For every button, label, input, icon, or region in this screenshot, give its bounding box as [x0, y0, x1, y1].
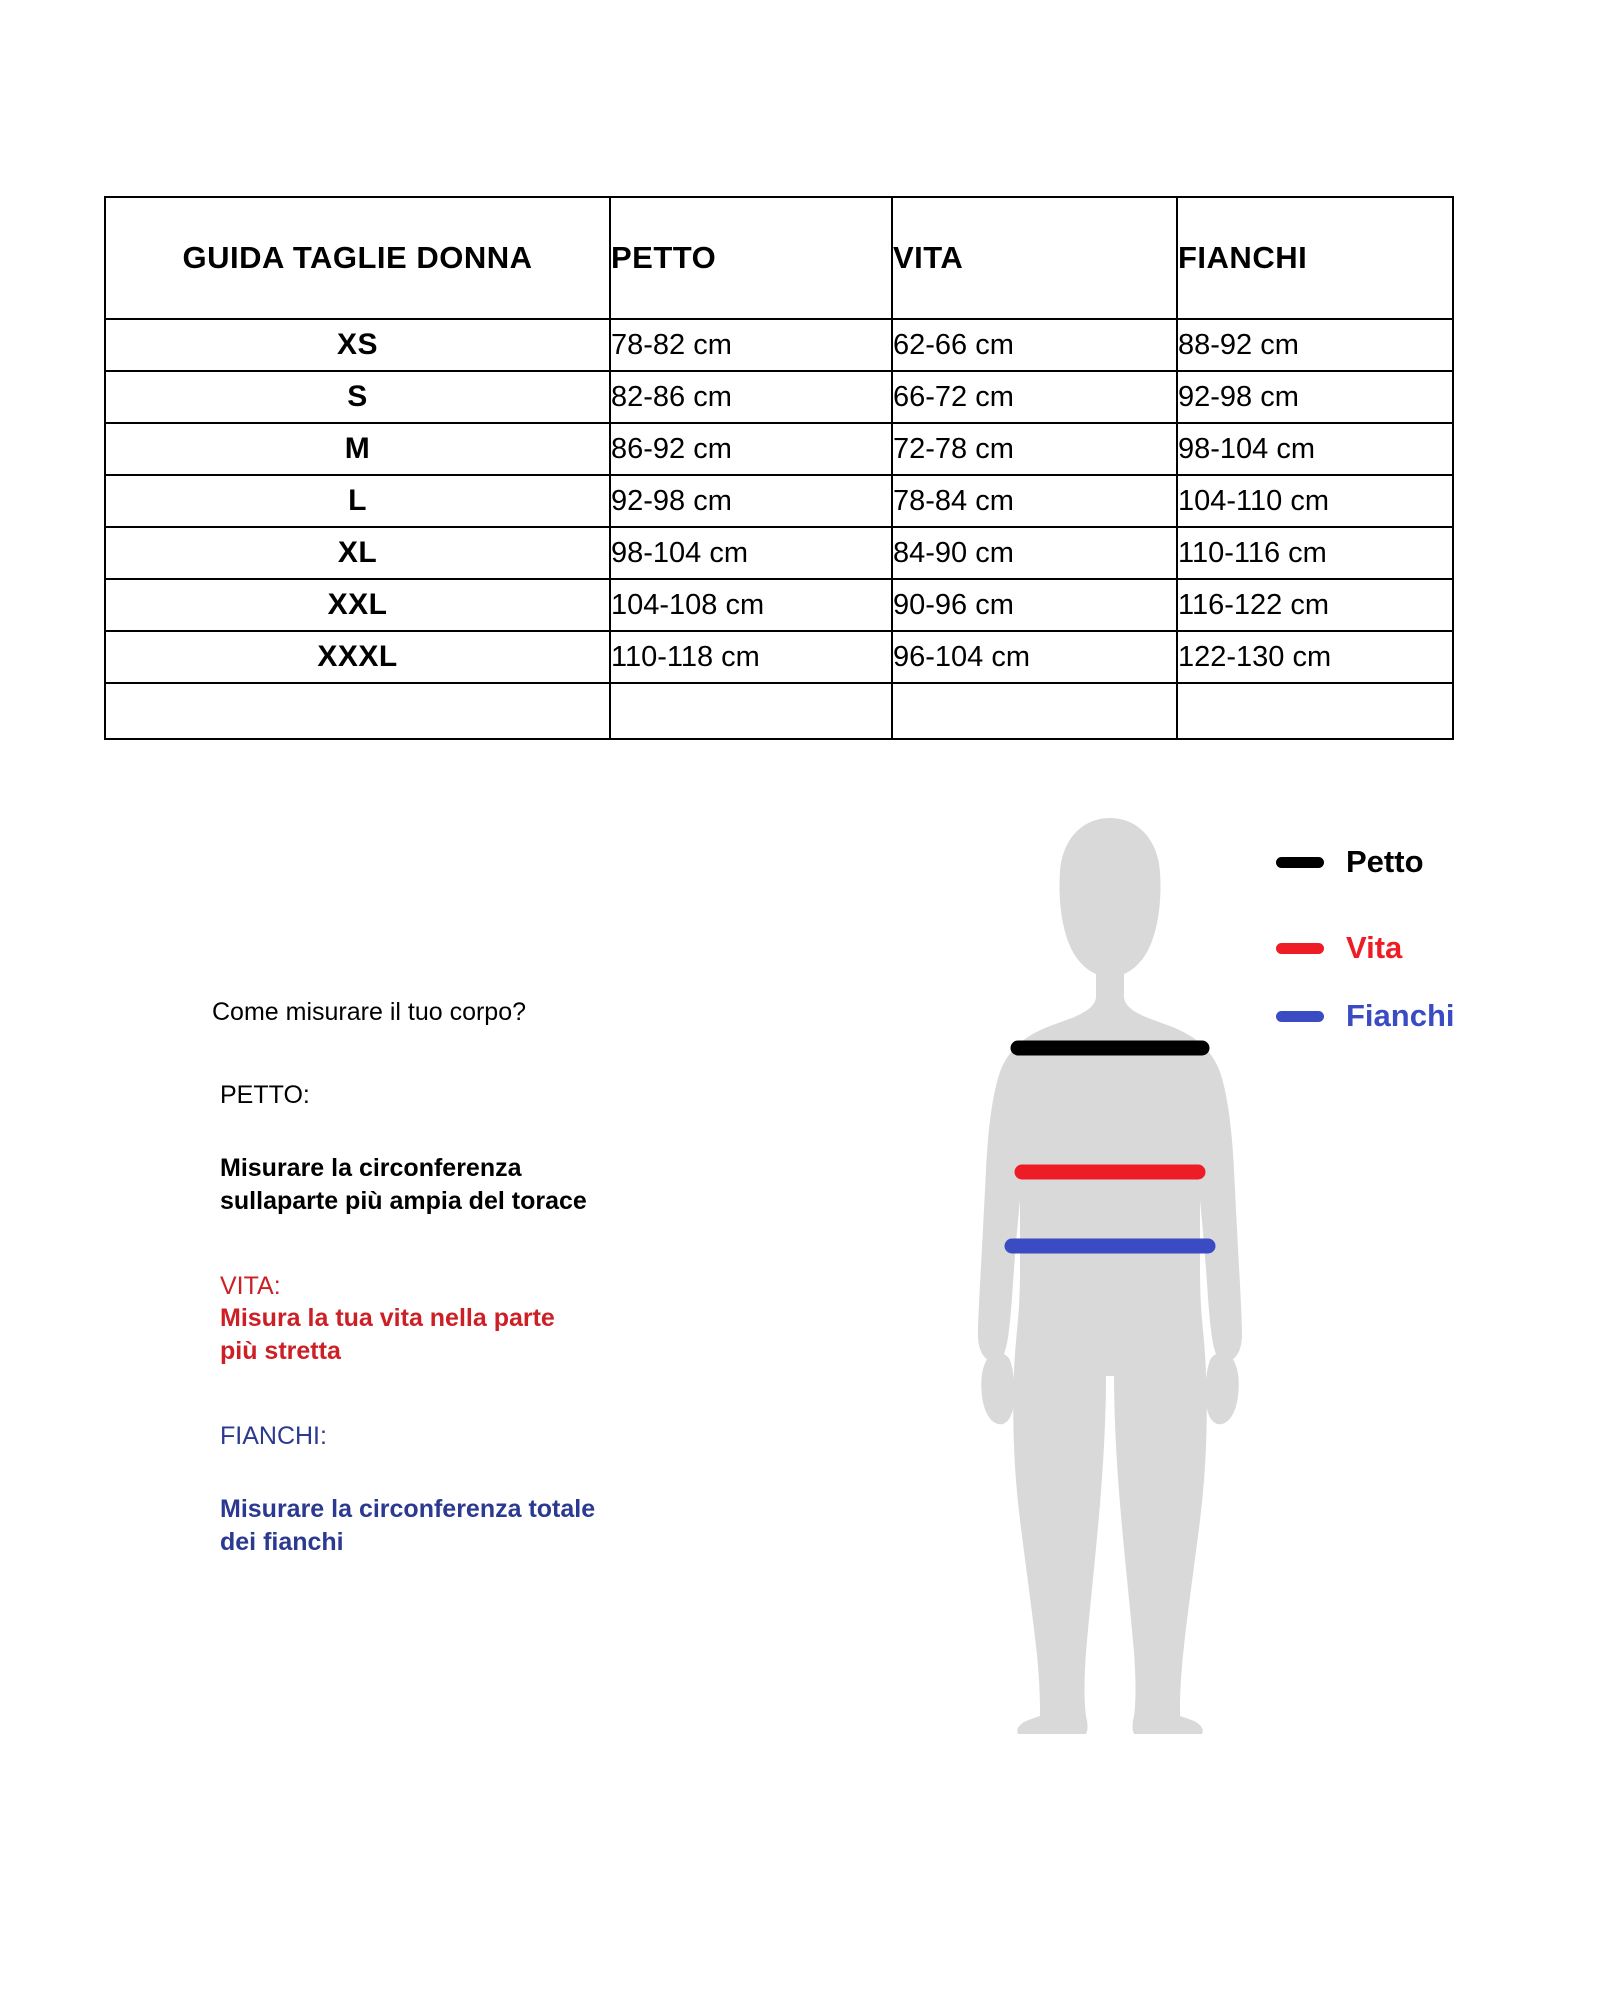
cell-waist: 78-84 cm [891, 474, 1178, 528]
size-chart-table: GUIDA TAGLIE DONNA PETTO VITA FIANCHI XS… [104, 196, 1454, 740]
table-row: XXXL 110-118 cm 96-104 cm 122-130 cm [104, 630, 1454, 684]
table-row: M 86-92 cm 72-78 cm 98-104 cm [104, 422, 1454, 476]
cell-chest: 86-92 cm [609, 422, 893, 476]
cell-chest: 78-82 cm [609, 318, 893, 372]
cell-hips: 98-104 cm [1176, 422, 1454, 476]
spacer [212, 1218, 682, 1270]
instructions-hips-line1: Misurare la circonferenza totale [220, 1494, 596, 1523]
waist-line-swatch-icon [1276, 942, 1324, 954]
hips-line-swatch-icon [1276, 1010, 1324, 1022]
legend-item-waist: Vita [1276, 930, 1402, 966]
legend-label-hips: Fianchi [1346, 998, 1455, 1033]
table-row: XS 78-82 cm 62-66 cm 88-92 cm [104, 318, 1454, 372]
cell-hips: 92-98 cm [1176, 370, 1454, 424]
body-measurement-diagram: Petto Vita Fianchi [900, 800, 1600, 1800]
cell-hips: 110-116 cm [1176, 526, 1454, 580]
legend-label-chest: Petto [1346, 844, 1424, 879]
size-chart-table-container: GUIDA TAGLIE DONNA PETTO VITA FIANCHI XS… [104, 196, 1454, 740]
table-row: XXL 104-108 cm 90-96 cm 116-122 cm [104, 578, 1454, 632]
table-row: L 92-98 cm 78-84 cm 104-110 cm [104, 474, 1454, 528]
cell-size: M [104, 422, 611, 476]
chest-line-swatch-icon [1276, 856, 1324, 868]
cell-hips: 88-92 cm [1176, 318, 1454, 372]
column-header-waist: VITA [891, 196, 1178, 320]
table-row [104, 682, 1454, 740]
instructions-question: Come misurare il tuo corpo? [212, 998, 527, 1026]
table-header-row: GUIDA TAGLIE DONNA PETTO VITA FIANCHI [104, 196, 1454, 320]
table-body: XS 78-82 cm 62-66 cm 88-92 cm S 82-86 cm… [104, 318, 1454, 740]
cell-size: XL [104, 526, 611, 580]
legend-item-hips: Fianchi [1276, 998, 1455, 1034]
spacer [212, 1368, 682, 1420]
cell-waist: 96-104 cm [891, 630, 1178, 684]
instructions-waist-line2: più stretta [220, 1337, 341, 1365]
instructions-chest-line2: sullaparte più ampia del torace [220, 1186, 587, 1215]
table-row: S 82-86 cm 66-72 cm 92-98 cm [104, 370, 1454, 424]
column-header-chest: PETTO [609, 196, 893, 320]
measuring-instructions: Come misurare il tuo corpo? PETTO: Misur… [212, 996, 682, 1559]
instructions-waist-label: VITA: [220, 1271, 281, 1300]
cell-waist: 72-78 cm [891, 422, 1178, 476]
column-header-size: GUIDA TAGLIE DONNA [104, 196, 611, 320]
instructions-hips-label: FIANCHI: [220, 1422, 327, 1450]
cell-chest: 82-86 cm [609, 370, 893, 424]
instructions-hips-line2: dei fianchi [220, 1527, 344, 1556]
cell-size: XXXL [104, 630, 611, 684]
legend-label-waist: Vita [1346, 930, 1403, 965]
cell-hips: 122-130 cm [1176, 630, 1454, 684]
instructions-waist-line1: Misura la tua vita nella parte [220, 1304, 555, 1332]
cell-size: XXL [104, 578, 611, 632]
cell-chest: 110-118 cm [609, 630, 893, 684]
cell-waist [891, 682, 1178, 740]
column-header-hips: FIANCHI [1176, 196, 1454, 320]
table-row: XL 98-104 cm 84-90 cm 110-116 cm [104, 526, 1454, 580]
table-header: GUIDA TAGLIE DONNA PETTO VITA FIANCHI [104, 196, 1454, 320]
legend-item-chest: Petto [1276, 844, 1424, 880]
cell-size: S [104, 370, 611, 424]
instructions-chest-line1: Misurare la circonferenza [220, 1153, 522, 1182]
spacer [212, 1453, 682, 1493]
instructions-chest-label: PETTO: [220, 1081, 310, 1109]
cell-chest: 104-108 cm [609, 578, 893, 632]
cell-hips [1176, 682, 1454, 740]
cell-size: XS [104, 318, 611, 372]
cell-size: L [104, 474, 611, 528]
spacer [212, 1112, 682, 1152]
cell-waist: 84-90 cm [891, 526, 1178, 580]
cell-chest: 92-98 cm [609, 474, 893, 528]
cell-hips: 116-122 cm [1176, 578, 1454, 632]
cell-hips: 104-110 cm [1176, 474, 1454, 528]
cell-chest: 98-104 cm [609, 526, 893, 580]
female-body-silhouette-icon [978, 818, 1242, 1734]
cell-waist: 66-72 cm [891, 370, 1178, 424]
cell-waist: 90-96 cm [891, 578, 1178, 632]
cell-chest [609, 682, 893, 740]
cell-size [104, 682, 611, 740]
cell-waist: 62-66 cm [891, 318, 1178, 372]
